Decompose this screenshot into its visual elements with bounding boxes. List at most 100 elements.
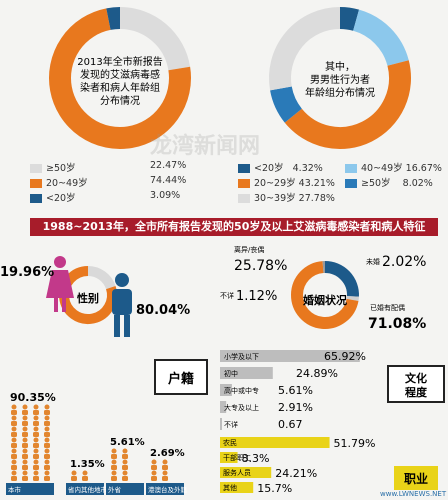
watermark-text: 龙湾新闻网 [150,134,261,159]
person-icon [33,470,39,476]
household-value-label: 90.35% [10,391,56,404]
donut-slice [352,9,409,67]
msm-age-donut-chart: 其中， 男男性行为者 年龄组分布情况 [269,7,411,149]
marital-married-value: 71.08% [368,316,426,332]
marital-divorced-value: 25.78% [234,258,287,274]
person-icon [22,448,28,454]
occupation-category-label: 其他 [223,483,237,492]
person-icon [122,476,128,481]
household-category-box [106,483,144,495]
person-icon [122,454,128,459]
marital-single-label: 未婚 [366,257,380,266]
person-icon [82,476,88,481]
person-icon [122,470,128,476]
household-value-label: 1.35% [70,459,105,470]
donut-slice [106,7,121,30]
legend-swatch [30,179,42,188]
household-category-label: 本市 [8,485,22,494]
person-icon [22,404,28,410]
person-icon [33,404,39,410]
person-icon [11,470,17,476]
person-icon [44,465,50,470]
marital-divorced-label: 离异/丧偶 [234,245,264,254]
msm-donut-title-3: 年龄组分布情况 [305,86,375,99]
legend-value: 27.78% [298,193,335,204]
gender-chart: 性别 19.96% 80.04% [0,256,190,337]
person-icon [33,421,39,426]
person-icon [122,465,128,470]
person-icon [33,415,39,421]
person-icon [162,476,168,481]
age-donut-title-3: 染者和病人年龄组 [80,81,160,94]
person-icon [111,476,117,481]
person-icon [11,415,17,421]
legend-value: 16.67% [405,163,442,174]
occupation-value-label: 24.21% [275,467,317,480]
legend-age-50plus-value: 22.47% [150,160,186,171]
person-icon [11,426,17,432]
marital-unknown-label: 不详 [220,291,234,300]
person-icon [44,459,50,465]
education-value-label: 5.61% [278,384,313,397]
person-icon [44,476,50,481]
education-bar [220,418,222,430]
person-icon [44,443,50,448]
person-icon [33,437,39,443]
person-icon [111,454,117,459]
person-icon [22,426,28,432]
person-icon [22,443,28,448]
household-value-label: 5.61% [110,437,145,448]
legend-value: 22.47% [150,160,187,171]
education-bar [220,384,232,396]
legend-value: 4.32% [292,163,323,174]
education-value-label: 24.89% [296,367,338,380]
legend-value: 43.21% [298,178,335,189]
occupation-bar [220,437,330,448]
donut-slice [49,8,191,149]
education-title-box [387,365,445,403]
person-icon [44,432,50,437]
person-icon [22,476,28,481]
donut-slice [324,261,359,297]
person-icon [33,432,39,437]
legend-msm-20-29: 20~29岁 43.21% [238,175,335,189]
occupation-value-label: 8.3% [242,452,270,465]
person-icon [33,443,39,448]
legend-label: 20~49岁 [46,178,88,189]
legend-label: ≥50岁 [361,178,391,189]
occupation-category-label: 农民 [223,438,237,447]
person-icon [33,448,39,454]
legend-msm-under20: <20岁 4.32% [238,160,323,174]
person-icon [151,459,157,465]
person-icon [11,432,17,437]
marital-unknown-value: 1.12% [236,289,277,304]
person-icon [82,470,88,476]
household-chart: 90.35% 本市 1.35% 省内其他地市 5.61% 外省 2.69% 港澳台及外籍 户籍 [0,340,220,500]
person-icon [44,415,50,421]
person-icon [11,404,17,410]
education-value-label: 2.91% [278,401,313,414]
legend-value: 74.44% [150,175,187,186]
person-icon [44,448,50,454]
person-icon [111,448,117,454]
occupation-category-label: 干部职工 [223,453,251,462]
person-icon [33,426,39,432]
occupation-value-label: 15.7% [257,482,292,495]
legend-value: 8.02% [402,178,433,189]
education-title-1: 文化 [405,371,427,385]
person-icon [151,476,157,481]
male-percent: 80.04% [136,303,190,318]
person-icon [22,459,28,465]
marital-married-label: 已婚有配偶 [370,303,405,312]
person-icon [122,459,128,465]
education-value-label: 65.92% [324,350,366,363]
male-icon [112,273,132,337]
occupation-title: 职业 [404,471,428,486]
person-icon [11,476,17,481]
education-bar [220,401,227,413]
legend-swatch [238,179,250,188]
person-icon [162,470,168,476]
person-icon [11,465,17,470]
person-icon [11,459,17,465]
household-category-label: 外省 [108,485,122,494]
